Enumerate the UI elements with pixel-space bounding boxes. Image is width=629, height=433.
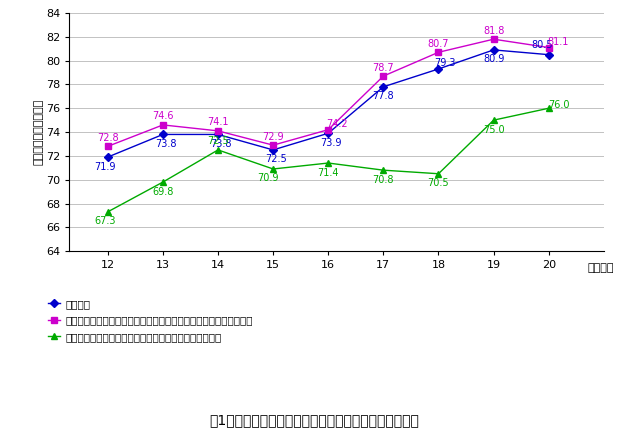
Text: 72.5: 72.5 [207, 136, 229, 146]
Text: 72.9: 72.9 [262, 132, 284, 142]
騒音に係る問題を生じやすい地点等を選定している場合 [379, 168, 387, 173]
全測定点 [325, 131, 332, 136]
Text: 70.5: 70.5 [428, 178, 449, 188]
全測定点 [214, 132, 222, 137]
騒音に係る問題を生じやすい地点等を選定している場合 [545, 106, 552, 111]
Text: 80.9: 80.9 [483, 55, 504, 65]
Text: 73.8: 73.8 [210, 139, 231, 149]
騒音に係る問題を生じやすい地点等を選定している場合 [214, 147, 222, 152]
Text: 81.8: 81.8 [483, 26, 504, 36]
騒音に係る問題を生じやすい地点等を選定している場合 [104, 209, 111, 214]
Text: 81.1: 81.1 [548, 37, 569, 47]
Text: 79.3: 79.3 [435, 58, 456, 68]
Text: 図1　過去９カ年の一般地域における環境基準適合状況: 図1 過去９カ年の一般地域における環境基準適合状況 [209, 414, 420, 427]
全測定点 [379, 84, 387, 90]
Text: 73.9: 73.9 [320, 138, 342, 148]
全測定点 [435, 66, 442, 71]
騒音に係る問題を生じやすい地点等を選定している場合 [269, 166, 277, 171]
地域の騒音状況をマクロに把握するような地点を選定している場合 [325, 127, 332, 132]
Text: （年度）: （年度） [587, 263, 614, 273]
Legend: 全測定点, 地域の騒音状況をマクロに把握するような地点を選定している場合, 騒音に係る問題を生じやすい地点等を選定している場合: 全測定点, 地域の騒音状況をマクロに把握するような地点を選定している場合, 騒音… [48, 299, 253, 342]
Text: 77.8: 77.8 [372, 91, 394, 101]
Text: 74.1: 74.1 [208, 117, 229, 127]
Text: 74.2: 74.2 [326, 119, 347, 129]
Text: 72.5: 72.5 [265, 155, 287, 165]
Text: 72.8: 72.8 [97, 133, 119, 143]
Text: 71.4: 71.4 [318, 168, 339, 178]
騒音に係る問題を生じやすい地点等を選定している場合 [159, 180, 167, 185]
Line: 全測定点: 全測定点 [105, 47, 552, 160]
Text: 70.9: 70.9 [257, 174, 278, 184]
Text: 78.7: 78.7 [372, 62, 394, 73]
地域の騒音状況をマクロに把握するような地点を選定している場合 [490, 37, 498, 42]
地域の騒音状況をマクロに把握するような地点を選定している場合 [104, 144, 111, 149]
地域の騒音状況をマクロに把握するような地点を選定している場合 [214, 128, 222, 133]
全測定点 [545, 52, 552, 57]
Text: 80.7: 80.7 [428, 39, 449, 49]
Text: 71.9: 71.9 [94, 162, 116, 171]
地域の騒音状況をマクロに把握するような地点を選定している場合 [545, 45, 552, 50]
Line: 地域の騒音状況をマクロに把握するような地点を選定している場合: 地域の騒音状況をマクロに把握するような地点を選定している場合 [105, 36, 552, 149]
全測定点 [104, 155, 111, 160]
全測定点 [159, 132, 167, 137]
全測定点 [269, 147, 277, 152]
騒音に係る問題を生じやすい地点等を選定している場合 [490, 118, 498, 123]
地域の騒音状況をマクロに把握するような地点を選定している場合 [435, 50, 442, 55]
Text: 76.0: 76.0 [548, 100, 569, 110]
Line: 騒音に係る問題を生じやすい地点等を選定している場合: 騒音に係る問題を生じやすい地点等を選定している場合 [105, 106, 552, 215]
Text: 75.0: 75.0 [483, 125, 504, 135]
Text: 80.5: 80.5 [531, 40, 552, 50]
Text: 69.8: 69.8 [152, 187, 174, 197]
地域の騒音状況をマクロに把握するような地点を選定している場合 [269, 142, 277, 148]
全測定点 [490, 47, 498, 52]
Y-axis label: 環境基準適合率（％）: 環境基準適合率（％） [33, 99, 43, 165]
騒音に係る問題を生じやすい地点等を選定している場合 [325, 160, 332, 165]
Text: 67.3: 67.3 [94, 216, 116, 226]
地域の騒音状況をマクロに把握するような地点を選定している場合 [159, 123, 167, 128]
騒音に係る問題を生じやすい地点等を選定している場合 [435, 171, 442, 176]
地域の騒音状況をマクロに把握するような地点を選定している場合 [379, 74, 387, 79]
Text: 70.8: 70.8 [372, 174, 394, 184]
Text: 73.8: 73.8 [155, 139, 176, 149]
Text: 74.6: 74.6 [152, 111, 174, 121]
